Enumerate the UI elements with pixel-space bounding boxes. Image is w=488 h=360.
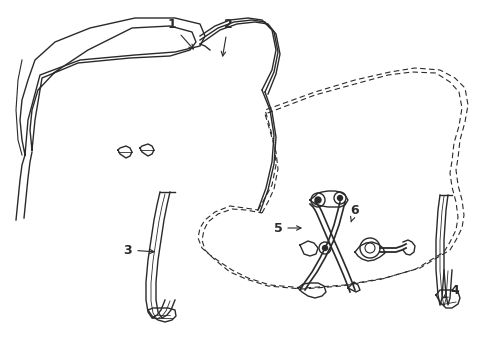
Text: 2: 2	[221, 18, 232, 56]
Circle shape	[337, 195, 342, 201]
Text: 3: 3	[123, 243, 154, 256]
Circle shape	[314, 197, 320, 203]
Text: 5: 5	[273, 221, 300, 234]
Text: 4: 4	[443, 284, 458, 298]
Text: 6: 6	[350, 203, 359, 222]
Text: 1: 1	[167, 18, 193, 49]
Circle shape	[322, 246, 327, 251]
